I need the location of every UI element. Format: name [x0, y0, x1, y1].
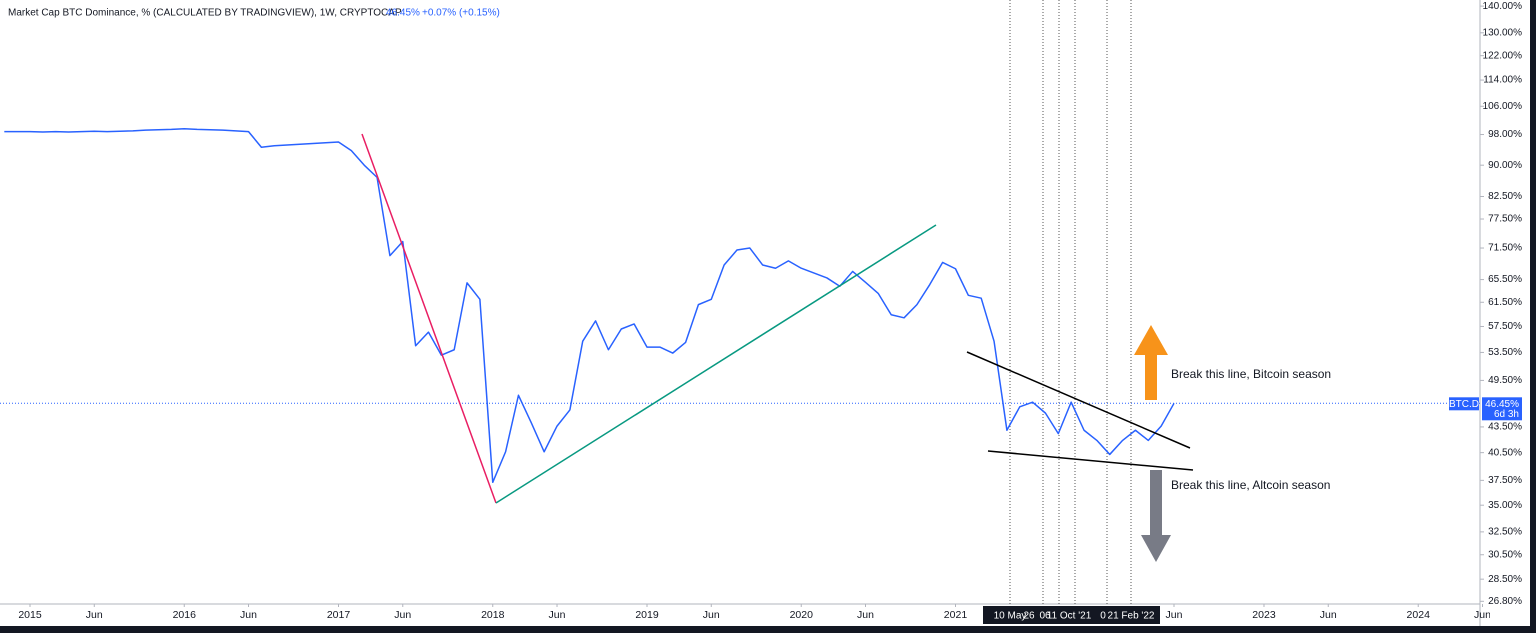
- drawings: [361, 133, 1194, 562]
- x-tick-label: 2017: [327, 609, 351, 621]
- x-tick-label: 2015: [18, 609, 42, 621]
- series-line: [4, 127, 1175, 484]
- trend-line: [987, 450, 1194, 471]
- y-tick-label: 140.00%: [1483, 1, 1523, 12]
- y-tick-label: 53.50%: [1488, 347, 1522, 358]
- y-tick-label: 35.00%: [1488, 500, 1522, 511]
- plot: [0, 127, 1480, 484]
- x-tick-label: Jun: [86, 609, 103, 621]
- y-tick-label: 114.00%: [1483, 75, 1522, 86]
- y-tick-label: 77.50%: [1488, 214, 1522, 225]
- x-tick-label: 2021: [944, 609, 968, 621]
- y-tick-label: 90.00%: [1488, 160, 1522, 171]
- x-tick-label: 2020: [790, 609, 814, 621]
- trend-line: [361, 133, 497, 504]
- trend-line: [495, 224, 937, 504]
- y-tick-label: 98.00%: [1488, 129, 1522, 140]
- y-tick-label: 122.00%: [1483, 50, 1523, 61]
- annotation: Break this line, Bitcoin season: [1171, 367, 1331, 381]
- x-tick-label: 2024: [1407, 609, 1431, 621]
- y-tick-label: 32.50%: [1488, 527, 1522, 538]
- x-tick-label: Jun: [703, 609, 720, 621]
- y-tick-label: 49.50%: [1488, 375, 1522, 386]
- x-axis: 2015 Jun 2016 Jun 2017 Jun 2018 Jun 2019 Jun 2020 J…: [18, 604, 1491, 621]
- marker-label: 10 May: [994, 611, 1027, 622]
- x-tick-label: 2023: [1252, 609, 1276, 621]
- y-tick-label: 61.50%: [1488, 297, 1522, 308]
- price-box: BTC.D 46.45% 6d 3h: [1449, 397, 1522, 421]
- header-price: 46.45%: [386, 8, 420, 19]
- x-tick-label: Jun: [1474, 609, 1491, 621]
- y-tick-label: 37.50%: [1488, 475, 1522, 486]
- x-tick-label: Jun: [549, 609, 566, 621]
- y-tick-label: 30.50%: [1488, 549, 1522, 560]
- x-tick-label: 2016: [173, 609, 197, 621]
- marker-label-bar: [983, 606, 1160, 624]
- x-tick-label: Jun: [857, 609, 874, 621]
- marker-label: 06: [1039, 611, 1051, 622]
- y-tick-label: 43.50%: [1488, 422, 1522, 433]
- x-tick-label: 2018: [481, 609, 505, 621]
- symbol-box: [1449, 397, 1479, 411]
- y-tick-label: 28.50%: [1488, 574, 1522, 585]
- annotation: Break this line, Altcoin season: [1171, 478, 1330, 492]
- marker-label: 21 Feb '22: [1108, 611, 1155, 622]
- trend-line: [966, 351, 1191, 449]
- x-tick-label: Jun: [1166, 609, 1183, 621]
- countdown: 6d 3h: [1494, 409, 1519, 420]
- marker-label: 26: [1023, 611, 1035, 622]
- price-label: 46.45%: [1485, 399, 1519, 410]
- y-tick-label: 130.00%: [1483, 27, 1523, 38]
- x-tick-label: Jun: [394, 609, 411, 621]
- marker-label: 0: [1100, 611, 1106, 622]
- y-tick-label: 40.50%: [1488, 447, 1522, 458]
- symbol-label: BTC.D: [1449, 399, 1479, 410]
- y-tick-label: 82.50%: [1488, 191, 1522, 202]
- down-arrow: [1141, 470, 1171, 562]
- y-tick-label: 26.80%: [1488, 596, 1522, 607]
- y-tick-label: 106.00%: [1483, 101, 1523, 112]
- y-tick-label: 65.50%: [1488, 274, 1522, 285]
- y-tick-label: 57.50%: [1488, 321, 1522, 332]
- price-box-bg: [1482, 397, 1522, 421]
- x-tick-label: Jun: [1320, 609, 1337, 621]
- x-tick-label: Jun: [240, 609, 257, 621]
- marker-label: 11 Oct '21: [1047, 611, 1092, 622]
- x-tick-label: 2019: [635, 609, 659, 621]
- y-tick-label: 71.50%: [1488, 243, 1522, 254]
- chart-title: Market Cap BTC Dominance, % (CALCULATED …: [8, 8, 402, 19]
- header-change: +0.07% (+0.15%): [422, 8, 500, 19]
- up-arrow: [1134, 325, 1168, 400]
